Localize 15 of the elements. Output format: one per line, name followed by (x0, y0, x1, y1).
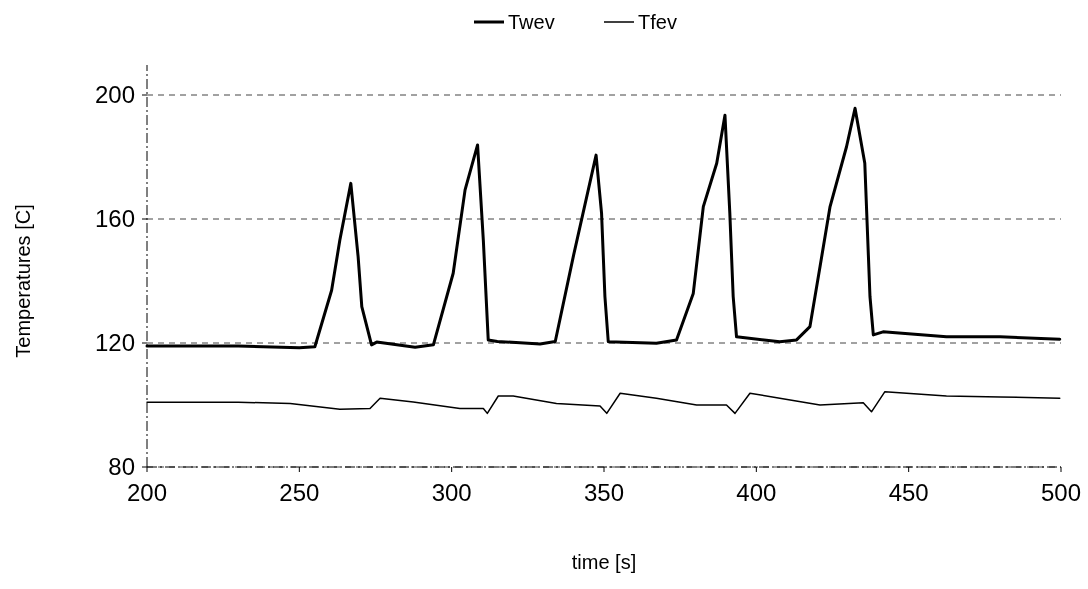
y-tick-label: 160 (94, 205, 135, 233)
x-tick-label: 350 (583, 479, 625, 506)
x-tick-label: 500 (1040, 479, 1082, 506)
legend-label: Twev (508, 11, 555, 33)
y-tick-label: 80 (108, 453, 135, 481)
y-axis-title: Temperatures [C] (12, 204, 34, 358)
y-tick-label: 200 (94, 81, 135, 109)
y-tick-label: 120 (94, 329, 135, 357)
x-tick-label: 200 (126, 479, 168, 506)
x-tick-label: 450 (888, 479, 929, 506)
x-axis-title: time [s] (571, 551, 637, 573)
legend-label: Tfev (638, 11, 677, 33)
x-tick-label: 250 (279, 479, 320, 506)
x-tick-label: 300 (431, 479, 472, 506)
x-tick-label: 400 (736, 479, 777, 506)
